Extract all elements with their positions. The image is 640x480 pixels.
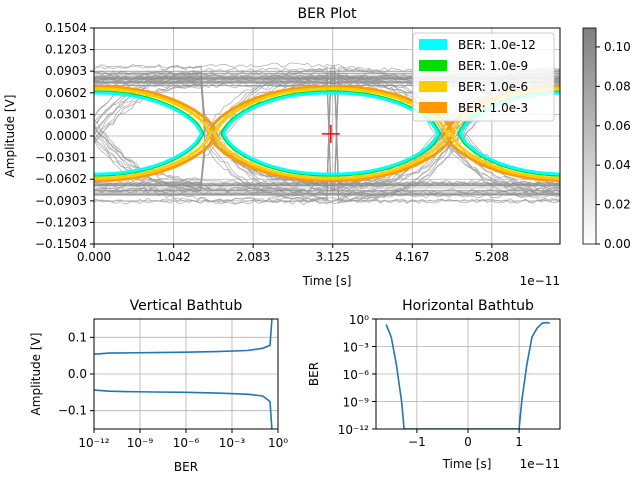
y-tick-label: 0.0903 bbox=[45, 64, 87, 78]
horizontal-bathtub-x-offset: 1e−11 bbox=[520, 457, 560, 471]
y-tick-label: −0.0602 bbox=[35, 172, 87, 186]
y-tick-label: 0.1203 bbox=[45, 43, 87, 57]
vertical-bathtub-y-ticks: 0.1 0.0 −0.1 bbox=[58, 330, 94, 418]
legend-swatch bbox=[419, 60, 447, 71]
bathtub-curve bbox=[94, 319, 273, 355]
horizontal-bathtub-title: Horizontal Bathtub bbox=[402, 298, 534, 314]
x-tick-label: 10⁻⁶ bbox=[173, 436, 200, 450]
colorbar-tick-label: 0.04 bbox=[604, 158, 631, 172]
x-tick-label: 10⁻³ bbox=[219, 436, 246, 450]
vertical-bathtub-curves bbox=[94, 319, 273, 429]
colorbar-tick-label: 0.00 bbox=[604, 237, 631, 251]
horizontal-bathtub-curves bbox=[385, 321, 550, 429]
colorbar-tick-label: 0.02 bbox=[604, 198, 631, 212]
horizontal-bathtub-y-label: BER bbox=[307, 362, 321, 386]
bathtub-curve bbox=[94, 389, 273, 429]
legend-entry: BER: 1.0e-3 bbox=[419, 101, 528, 115]
ber-plot-x-label: Time [s] bbox=[302, 274, 352, 288]
y-tick-label: 0.0602 bbox=[45, 86, 87, 100]
vertical-bathtub-title: Vertical Bathtub bbox=[130, 298, 243, 314]
ber-plot-x-offset: 1e−11 bbox=[520, 274, 560, 288]
legend-label: BER: 1.0e-9 bbox=[458, 59, 528, 73]
colorbar-ticks: 0.00 0.02 0.04 0.06 0.08 0.10 bbox=[596, 40, 631, 251]
legend-entry: BER: 1.0e-12 bbox=[419, 38, 536, 52]
x-tick-label: 0.000 bbox=[77, 250, 111, 264]
vertical-bathtub-x-ticks: 10⁻¹² 10⁻⁹ 10⁻⁶ 10⁻³ 10⁰ bbox=[78, 429, 288, 450]
legend-swatch bbox=[419, 102, 447, 113]
legend-entry: BER: 1.0e-6 bbox=[419, 80, 528, 94]
ber-contour bbox=[94, 85, 218, 182]
ber-plot: BER Plot 0.000 1.042 2.083 3.125 4.167 5.208 … bbox=[3, 6, 561, 288]
legend-label: BER: 1.0e-6 bbox=[458, 80, 528, 94]
y-tick-label: 0.0 bbox=[68, 367, 87, 381]
vertical-bathtub-y-label: Amplitude [V] bbox=[29, 333, 43, 416]
horizontal-bathtub-y-ticks: 10⁰ 10⁻³ 10⁻⁶ 10⁻⁹ 10⁻¹² bbox=[338, 313, 376, 437]
x-tick-label: 10⁻¹² bbox=[78, 436, 109, 450]
x-tick-label: 1 bbox=[515, 435, 523, 449]
bathtub-curve bbox=[385, 321, 550, 429]
ber-contour bbox=[222, 91, 440, 176]
y-tick-label: 0.0301 bbox=[45, 107, 87, 121]
center-marker bbox=[321, 124, 340, 143]
colorbar-gradient bbox=[582, 27, 597, 245]
legend-label: BER: 1.0e-12 bbox=[458, 38, 536, 52]
colorbar-tick-label: 0.08 bbox=[604, 79, 631, 93]
x-tick-label: 0 bbox=[464, 435, 472, 449]
y-tick-label: −0.1 bbox=[58, 404, 87, 418]
legend-entry: BER: 1.0e-9 bbox=[419, 59, 528, 73]
y-tick-label: 10⁻⁶ bbox=[343, 368, 370, 382]
x-tick-label: 2.083 bbox=[236, 250, 270, 264]
y-tick-label: 10⁻³ bbox=[343, 341, 370, 355]
x-tick-label: 3.125 bbox=[316, 250, 350, 264]
ber-contour bbox=[213, 87, 449, 180]
y-tick-label: 10⁻⁹ bbox=[343, 396, 370, 410]
y-tick-label: −0.1504 bbox=[35, 237, 87, 251]
legend-label: BER: 1.0e-3 bbox=[458, 101, 528, 115]
colorbar-tick-label: 0.10 bbox=[604, 40, 631, 54]
legend-swatch bbox=[419, 39, 447, 50]
vertical-bathtub-x-label: BER bbox=[174, 460, 198, 474]
horizontal-bathtub-x-label: Time [s] bbox=[442, 457, 492, 471]
x-tick-label: 4.167 bbox=[395, 250, 429, 264]
y-tick-label: 10⁻¹² bbox=[338, 423, 369, 437]
ber-plot-y-label: Amplitude [V] bbox=[3, 95, 17, 178]
y-tick-label: 10⁰ bbox=[349, 313, 369, 327]
y-tick-label: 0.0000 bbox=[45, 129, 87, 143]
x-tick-label: −1 bbox=[408, 435, 426, 449]
horizontal-bathtub: Horizontal Bathtub −1 0 1 10⁰10⁻³10⁻⁶10⁻⁹1… bbox=[307, 298, 561, 471]
x-tick-label: 1.042 bbox=[156, 250, 190, 264]
y-tick-label: −0.0301 bbox=[35, 151, 87, 165]
x-tick-label: 5.208 bbox=[475, 250, 509, 264]
ber-contour bbox=[94, 91, 203, 176]
legend-swatch bbox=[419, 81, 447, 92]
horizontal-bathtub-x-ticks: −1 0 1 bbox=[408, 429, 523, 449]
ber-plot-title: BER Plot bbox=[297, 6, 357, 22]
legend-box bbox=[412, 32, 555, 122]
vertical-bathtub: Vertical Bathtub 10⁻¹² 10⁻⁹ 10⁻⁶ 10⁻³ 10⁰ 0.… bbox=[29, 298, 288, 474]
colorbar: 0.00 0.02 0.04 0.06 0.08 0.10 bbox=[582, 27, 631, 251]
x-tick-label: 10⁻⁹ bbox=[127, 436, 154, 450]
ber-plot-y-ticks: 0.1504 0.1203 0.0903 0.0602 0.0301 0.0000 −0.0… bbox=[35, 21, 94, 251]
y-tick-label: −0.0903 bbox=[35, 194, 87, 208]
y-tick-label: 0.1 bbox=[68, 330, 87, 344]
legend: BER: 1.0e-12 BER: 1.0e-9 BER: 1.0e-6 BER… bbox=[412, 32, 555, 122]
y-tick-label: −0.1203 bbox=[35, 215, 87, 229]
x-tick-label: 10⁰ bbox=[268, 436, 288, 450]
ber-plot-x-ticks: 0.000 1.042 2.083 3.125 4.167 5.208 bbox=[77, 244, 509, 264]
colorbar-tick-label: 0.06 bbox=[604, 119, 631, 133]
y-tick-label: 0.1504 bbox=[45, 21, 87, 35]
vertical-bathtub-grid bbox=[93, 319, 279, 429]
ber-contour bbox=[94, 87, 212, 180]
